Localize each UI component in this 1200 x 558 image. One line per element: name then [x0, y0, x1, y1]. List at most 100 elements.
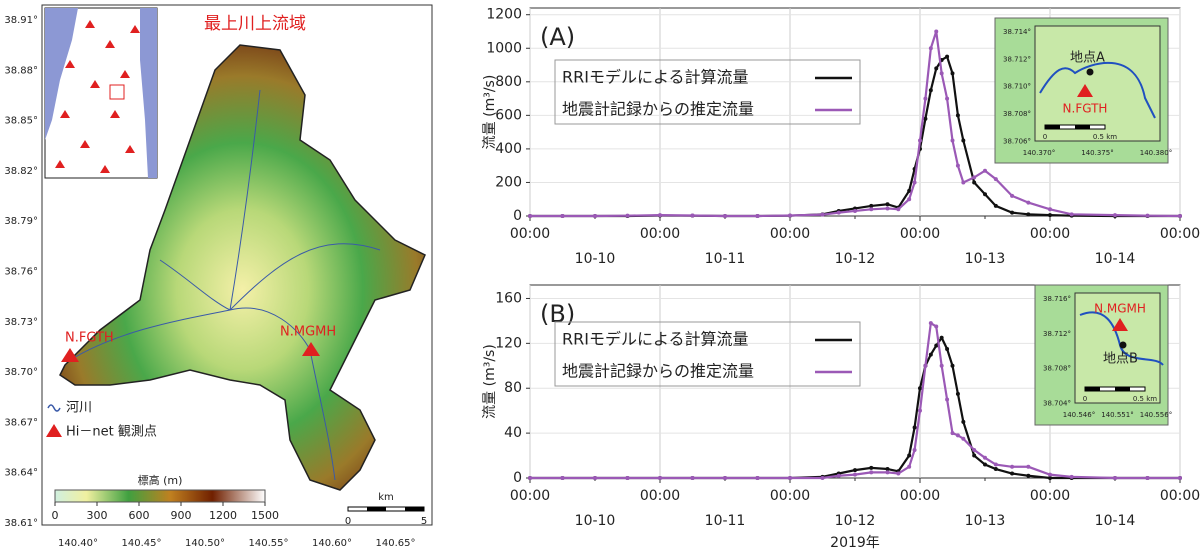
- series-point: [690, 476, 695, 480]
- inset-frame: [1074, 292, 1161, 404]
- day-label: 10-10: [575, 251, 616, 267]
- day-label: 10-14: [1095, 251, 1136, 267]
- series-point: [934, 29, 939, 34]
- lat-label: 38.70°: [4, 367, 38, 378]
- inset-lon-label: 140.380°: [1140, 149, 1172, 157]
- series-point: [945, 96, 950, 101]
- panel-label: (A): [540, 23, 575, 51]
- x-tick-label: 00:00: [1160, 226, 1200, 242]
- series-point: [885, 206, 890, 211]
- series-point: [928, 352, 933, 357]
- series-point: [788, 476, 792, 480]
- series-point: [961, 180, 966, 185]
- lon-label: 140.50°: [185, 538, 225, 549]
- series-point: [972, 180, 977, 185]
- series-point: [918, 408, 922, 413]
- station-label: N.FGTH: [1063, 102, 1108, 116]
- series-point: [993, 203, 998, 208]
- y-tick-label: 0: [513, 470, 522, 486]
- inset-scale-bar: [1045, 125, 1060, 129]
- legend-label: 河川: [66, 401, 92, 416]
- lon-label: 140.40°: [58, 538, 98, 549]
- series-point: [853, 472, 857, 477]
- x-tick-label: 00:00: [640, 488, 680, 504]
- station-label: N.MGMH: [1094, 302, 1146, 316]
- lat-label: 38.82°: [4, 166, 38, 177]
- series-point: [1113, 213, 1117, 218]
- series-point: [1010, 210, 1015, 215]
- inset-lat-label: 38.708°: [1043, 365, 1071, 373]
- series-point: [950, 431, 955, 436]
- y-tick-label: 1000: [486, 40, 522, 56]
- x-tick-label: 00:00: [900, 226, 940, 242]
- x-tick-label: 00:00: [900, 488, 940, 504]
- inset-lat-label: 38.708°: [1003, 110, 1031, 118]
- series-point: [961, 419, 966, 424]
- scale-bar: [367, 507, 386, 511]
- x-axis-label: 2019年: [830, 535, 880, 551]
- lat-label: 38.73°: [4, 317, 38, 328]
- x-tick-label: 00:00: [1030, 488, 1070, 504]
- legend-label: 地震計記録からの推定流量: [562, 362, 754, 381]
- series-point: [993, 462, 998, 467]
- day-label: 10-11: [705, 513, 746, 529]
- series-point: [896, 207, 901, 212]
- series-point: [658, 213, 662, 218]
- series-point: [1026, 200, 1031, 205]
- chart: 00:00 00:00 00:00 00:00 00:00 00:00 10-10 10-11…: [482, 284, 1200, 551]
- basin: [59, 44, 426, 491]
- site-label: 地点B: [1103, 352, 1138, 367]
- series-point: [993, 467, 998, 472]
- lat-label: 38.85°: [4, 116, 38, 127]
- overview-stations: [55, 20, 140, 173]
- x-tick-label: 00:00: [770, 488, 810, 504]
- lat-label: 38.67°: [4, 417, 38, 428]
- inset-lon-label: 140.551°: [1101, 411, 1133, 419]
- y-axis-label: 流量 (m³/s): [482, 344, 498, 419]
- series-point: [907, 188, 912, 193]
- series-point: [983, 462, 987, 467]
- series-point: [1048, 472, 1052, 477]
- inset-scale-label: 0.5 km: [1133, 395, 1157, 403]
- series-point: [1048, 213, 1052, 218]
- scale-bar: [405, 507, 424, 511]
- series-point: [1145, 476, 1150, 480]
- lon-label: 140.45°: [122, 538, 162, 549]
- lat-label: 38.79°: [4, 216, 38, 227]
- station-marker: [61, 348, 79, 362]
- series-point: [885, 202, 890, 207]
- y-tick-label: 40: [504, 425, 522, 441]
- y-tick-label: 400: [495, 141, 522, 157]
- series-point: [961, 436, 966, 441]
- y-tick-label: 200: [495, 174, 522, 190]
- legend-label: RRIモデルによる計算流量: [562, 330, 748, 349]
- series-point: [955, 433, 960, 438]
- x-tick-label: 00:00: [1030, 226, 1070, 242]
- series-point: [1178, 476, 1182, 480]
- y-tick-label: 80: [504, 380, 522, 396]
- series-point: [560, 214, 565, 218]
- series-point: [1069, 474, 1074, 479]
- series-point: [912, 425, 917, 430]
- series-point: [918, 386, 922, 391]
- series-point: [972, 453, 977, 458]
- series-point: [658, 476, 662, 480]
- series-point: [690, 213, 695, 218]
- series-point: [955, 113, 960, 118]
- series-point: [972, 447, 977, 452]
- chart: 00:00 00:00 00:00 00:00 00:00 00:00 10-10 10-11…: [482, 7, 1200, 267]
- lat-label: 38.88°: [4, 65, 38, 76]
- x-tick-label: 00:00: [1160, 488, 1200, 504]
- y-tick-label: 160: [495, 290, 522, 306]
- series-point: [983, 192, 987, 197]
- inset-lon-label: 140.370°: [1023, 149, 1055, 157]
- series-point: [1069, 212, 1074, 217]
- series-point: [1010, 471, 1015, 476]
- river: [69, 89, 381, 481]
- series-point: [961, 138, 966, 143]
- site-label: 地点A: [1070, 51, 1105, 66]
- site-marker: [1086, 68, 1094, 76]
- series-point: [993, 177, 998, 182]
- series-point: [723, 476, 727, 480]
- lon-label: 140.55°: [249, 538, 289, 549]
